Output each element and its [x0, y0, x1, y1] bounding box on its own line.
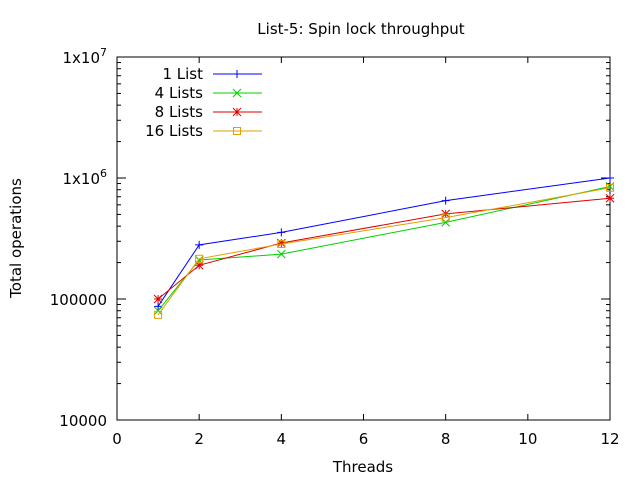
x-axis-label: Threads — [332, 458, 393, 476]
data-point — [233, 70, 241, 78]
y-axis: 10000 100000 1x106 1x107 — [50, 46, 610, 430]
series-0 — [154, 174, 614, 311]
x-tick-label: 8 — [441, 430, 451, 448]
y-tick-label: 1x107 — [62, 46, 107, 67]
legend-entry: 1 List — [162, 65, 262, 83]
x-tick-label: 0 — [112, 430, 122, 448]
data-point — [277, 239, 286, 248]
chart-title: List-5: Spin lock throughput — [257, 20, 464, 38]
data-point — [605, 193, 615, 203]
x-tick-label: 4 — [277, 430, 287, 448]
series-1 — [153, 182, 615, 316]
x-tick-label: 2 — [194, 430, 204, 448]
data-point — [232, 107, 242, 117]
data-point — [232, 88, 242, 98]
data-point — [276, 249, 286, 259]
series-line — [157, 187, 611, 316]
y-axis-label: Total operations — [7, 178, 25, 299]
series-line — [157, 177, 611, 307]
data-point — [606, 174, 614, 182]
legend-entry: 4 Lists — [155, 84, 262, 102]
legend-label: 8 Lists — [155, 103, 204, 121]
data-point — [154, 310, 163, 319]
data-point — [153, 306, 163, 316]
data-point — [233, 127, 241, 135]
series-line — [157, 197, 611, 300]
y-tick-label: 1x106 — [62, 167, 107, 188]
data-point — [441, 213, 450, 222]
data-point — [276, 238, 286, 248]
x-axis: 0 2 4 6 8 10 12 — [112, 57, 620, 448]
legend-label: 4 Lists — [155, 84, 204, 102]
data-point — [441, 196, 450, 205]
y-tick-label: 10000 — [59, 412, 107, 430]
data-point — [153, 294, 163, 304]
data-point — [606, 183, 614, 192]
legend-label: 1 List — [162, 65, 203, 83]
x-tick-label: 10 — [518, 430, 537, 448]
data-point — [194, 260, 204, 270]
data-point — [277, 228, 286, 237]
x-tick-label: 12 — [600, 430, 619, 448]
y-tick-label: 100000 — [50, 291, 107, 309]
legend-entry: 8 Lists — [155, 103, 262, 121]
data-point — [195, 240, 204, 249]
data-point — [195, 254, 204, 263]
series-3 — [154, 183, 614, 319]
data-point — [441, 217, 451, 227]
legend-entry: 16 Lists — [145, 122, 262, 140]
x-tick-label: 6 — [359, 430, 369, 448]
data-point — [154, 302, 163, 311]
legend-label: 16 Lists — [145, 122, 203, 140]
series-layer — [153, 174, 615, 319]
series-2 — [153, 193, 615, 304]
